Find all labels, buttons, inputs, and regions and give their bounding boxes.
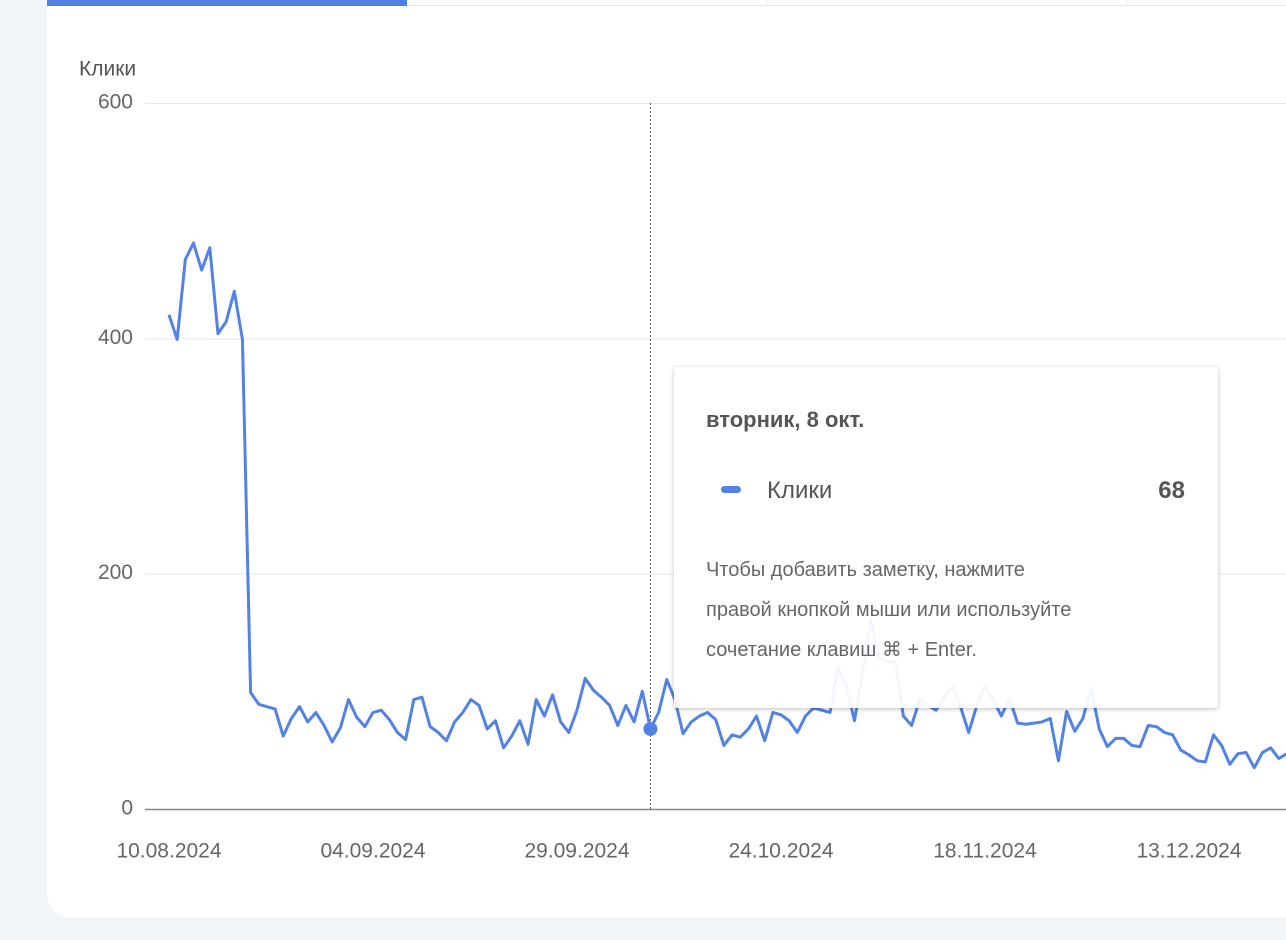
- x-tick-label: 18.11.2024: [933, 840, 1037, 863]
- x-tick-label: 24.10.2024: [728, 840, 833, 863]
- y-axis-label: Клики: [79, 58, 136, 81]
- series-line: [167, 241, 1286, 770]
- y-tick-label: 600: [98, 91, 133, 114]
- tooltip-value: 68: [1158, 477, 1185, 504]
- x-tick-label: 13.12.2024: [1136, 840, 1241, 863]
- legend-swatch: [721, 486, 741, 493]
- tooltip-note: Чтобы добавить заметку, нажмите правой к…: [706, 550, 1071, 670]
- note-line: сочетание клавиш ⌘ + Enter.: [706, 639, 977, 661]
- y-tick-label: 0: [121, 797, 133, 820]
- hover-point: [643, 721, 658, 736]
- note-line: Чтобы добавить заметку, нажмите: [706, 559, 1025, 581]
- legend-label: Клики: [767, 477, 833, 504]
- tooltip: вторник, 8 окт. Клики 68 Чтобы добавить …: [674, 367, 1218, 708]
- x-tick-label: 10.08.2024: [116, 840, 221, 863]
- y-tick-label: 400: [98, 326, 133, 349]
- y-tick-label: 200: [98, 561, 133, 584]
- active-tab[interactable]: [47, 0, 407, 6]
- x-tick-label: 04.09.2024: [320, 840, 425, 863]
- x-tick-label: 29.09.2024: [524, 840, 629, 863]
- tooltip-title: вторник, 8 окт.: [706, 407, 865, 432]
- note-line: правой кнопкой мыши или используйте: [706, 599, 1072, 621]
